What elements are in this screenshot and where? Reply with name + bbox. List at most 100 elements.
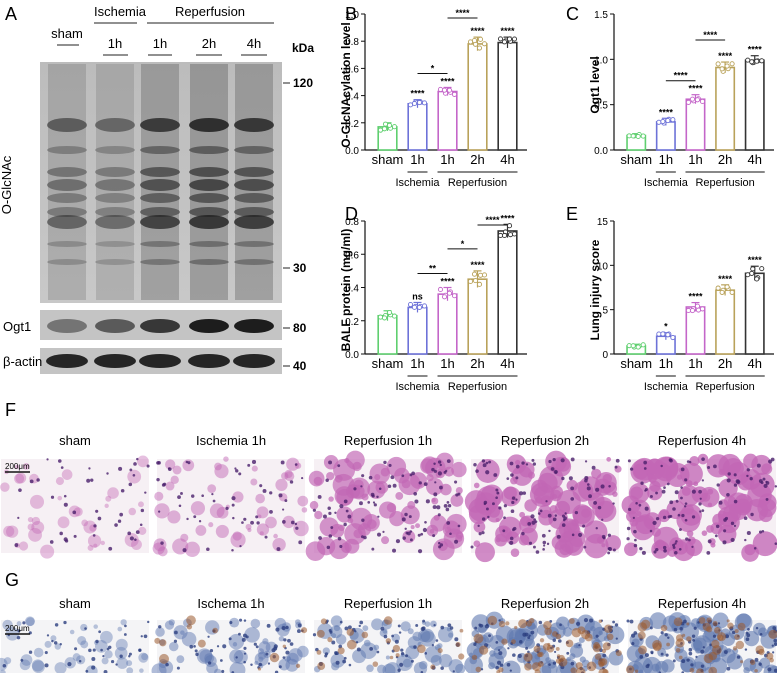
ihc-image-2-tissue	[286, 656, 291, 661]
data-point	[441, 294, 448, 300]
ihc-image-4-dab-stain	[496, 669, 501, 673]
he-image-3-tissue	[381, 536, 390, 545]
he-image-5-nucleus	[680, 496, 683, 500]
he-image-4-nucleus	[532, 462, 536, 466]
he-image-1-tissue	[137, 455, 149, 468]
he-image-5-nucleus	[633, 543, 638, 548]
he-image-5-nucleus	[662, 545, 667, 550]
he-image-3-nucleus	[401, 517, 406, 522]
he-image-5-tissue	[647, 461, 673, 487]
chart-panel-c: C 0.0 0.5 1.0 1.5 Ogt1 level sham **** 1h **** 1h *…	[566, 4, 774, 189]
he-image-4-nucleus	[481, 459, 486, 463]
ihc-image-2-tissue	[278, 636, 285, 642]
y-tick-label: 0.6	[345, 250, 359, 261]
ihc-title: sham	[59, 596, 91, 611]
data-point	[381, 315, 388, 321]
he-image-2-nucleus	[251, 459, 257, 464]
he-image-3-nucleus	[433, 492, 438, 497]
he-image-2-nucleus	[212, 499, 216, 503]
he-image-4-tissue	[475, 542, 495, 563]
ihc-image-2-nucleus	[243, 646, 247, 650]
ihc-image-2-nucleus	[173, 639, 178, 643]
he-image-1-tissue	[128, 507, 137, 516]
data-point	[665, 332, 671, 338]
he-image-1-nucleus	[88, 467, 91, 470]
ihc-image-3-nucleus	[335, 660, 340, 665]
he-image-4-nucleus	[545, 500, 548, 503]
he-image-4-nucleus	[487, 515, 490, 519]
ihc-image-5-dab-stain	[638, 645, 647, 655]
group-label-ischemia: Ischemia	[395, 177, 440, 189]
data-point	[759, 266, 765, 272]
he-image-5-nucleus	[746, 474, 749, 478]
he-image-5-nucleus	[749, 477, 753, 481]
ihc-title: Reperfusion 2h	[501, 596, 589, 611]
he-image-4-nucleus	[597, 505, 602, 510]
ihc-image-3-tissue	[385, 655, 390, 660]
ihc-image-2-nucleus	[274, 670, 279, 673]
ihc-image-5-nucleus	[691, 634, 696, 638]
he-image-4-nucleus	[612, 548, 616, 552]
ihc-image-2-nucleus	[285, 625, 289, 630]
he-image-5-nucleus	[649, 494, 653, 499]
he-image-2-tissue	[232, 531, 242, 541]
blot-band	[140, 241, 180, 247]
y-tick-label: 0.4	[345, 284, 359, 295]
ihc-image-1-tissue	[44, 640, 52, 648]
blot-band	[140, 118, 180, 132]
ihc-image-3-tissue	[424, 645, 442, 663]
he-image-5-nucleus	[701, 509, 705, 513]
ihc-image-3-dab-stain	[316, 629, 325, 638]
ihc-image-4-dab-stain	[586, 661, 597, 672]
ihc-image-5-nucleus	[639, 655, 644, 659]
marker-80: 80	[293, 321, 307, 335]
y-tick-label: 0.8	[345, 37, 359, 48]
he-image-5-tissue	[636, 511, 642, 517]
ihc-image-3-nucleus	[433, 623, 436, 627]
data-point	[635, 133, 641, 140]
he-image-5-tissue	[687, 536, 696, 545]
panel-letter-a: A	[5, 4, 17, 24]
he-image-5-nucleus	[674, 542, 677, 545]
ihc-image-3-dab-stain	[320, 618, 327, 625]
western-blot-panel: A Ischemia Reperfusion sham 1h 1h 2h 4h …	[0, 4, 314, 374]
he-image-2-nucleus	[211, 493, 214, 496]
x-tick-label: 1h	[410, 356, 424, 371]
he-image-4-nucleus	[488, 460, 492, 464]
he-image-4-nucleus	[578, 532, 583, 537]
ogt1-band	[47, 319, 87, 333]
he-image-4-tissue	[506, 454, 527, 474]
he-image-4-nucleus	[614, 465, 618, 469]
ihc-image-2-dab-stain	[300, 627, 308, 634]
he-image-2-tissue	[275, 478, 288, 491]
he-image-2-tissue	[195, 525, 207, 536]
ihc-image-5-nucleus	[692, 639, 695, 642]
ihc-image-3-dab-stain	[392, 644, 401, 653]
he-image-4-nucleus	[537, 512, 541, 515]
he-image-4-tissue	[549, 505, 558, 514]
he-image-5-tissue	[749, 472, 775, 498]
ihc-image-4-nucleus	[528, 634, 531, 637]
ihc-image-5-dab-stain	[734, 634, 740, 640]
blot-band	[47, 215, 87, 229]
data-point	[685, 99, 692, 105]
x-tick-label: 1h	[440, 152, 454, 167]
ihc-image-3-nucleus	[449, 626, 454, 630]
ihc-image-1-nucleus	[128, 655, 131, 658]
ihc-image-2-tissue	[173, 625, 188, 640]
he-image-3-nucleus	[420, 532, 424, 536]
ihc-image-1-nucleus	[123, 633, 127, 636]
ihc-image-3-nucleus	[343, 656, 347, 660]
data-point	[477, 272, 484, 278]
ihc-image-5-dab-stain	[712, 620, 718, 626]
ihc-image-5-tissue	[661, 659, 675, 673]
blot-band	[189, 215, 229, 229]
ihc-image-4-nucleus	[583, 618, 589, 623]
he-title: Reperfusion 4h	[658, 433, 746, 448]
he-image-3-nucleus	[433, 462, 436, 465]
he-image-5-tissue	[661, 542, 667, 547]
he-image-3-nucleus	[447, 503, 452, 508]
ihc-image-3-nucleus	[376, 650, 380, 654]
he-image-4-nucleus	[543, 544, 546, 547]
he-image-2-nucleus	[238, 472, 242, 476]
